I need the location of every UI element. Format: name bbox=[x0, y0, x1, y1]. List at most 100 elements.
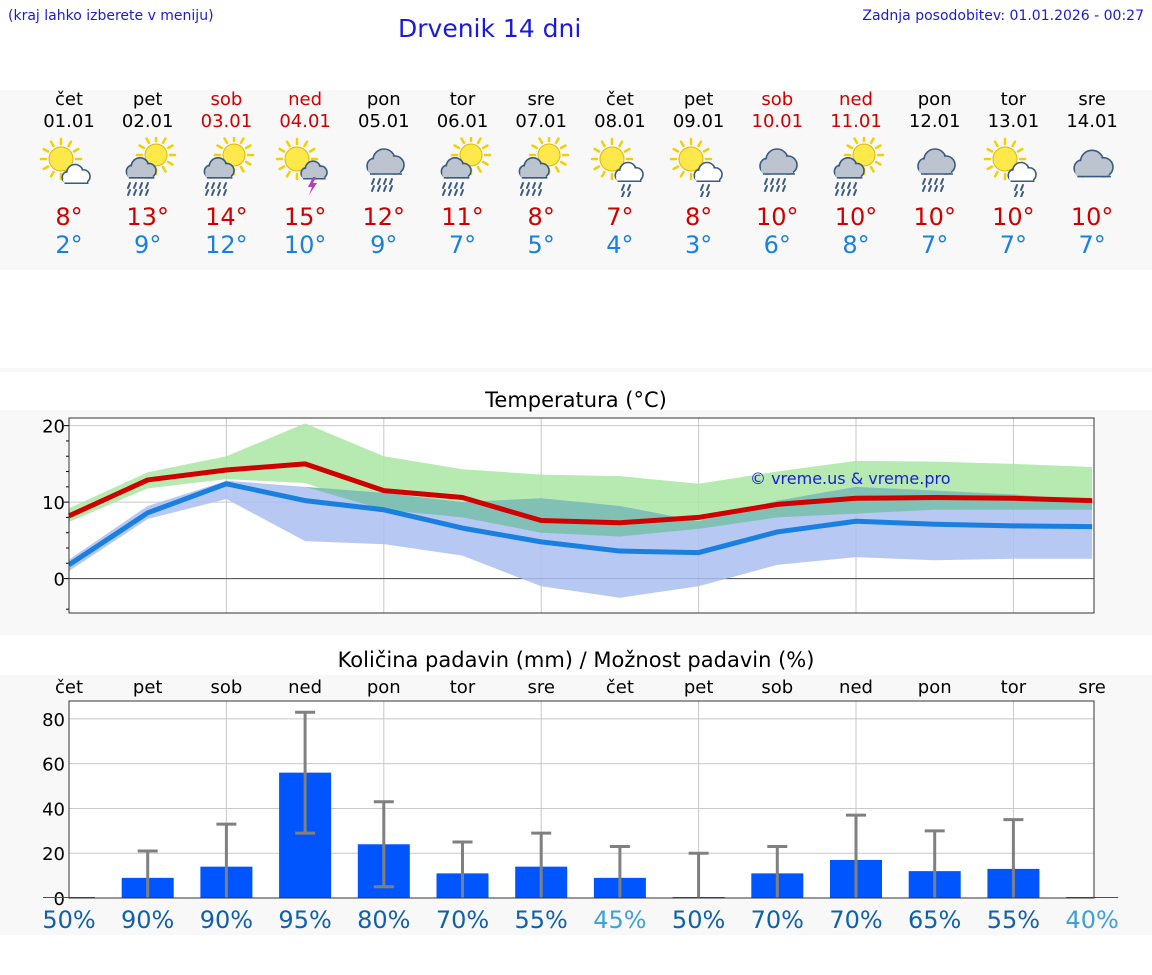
day-label: čet bbox=[606, 677, 634, 698]
precip-probability: 50% bbox=[42, 906, 95, 934]
day-date: 06.01 bbox=[436, 111, 489, 132]
day-column: pon 05.01 12° 9° bbox=[345, 88, 423, 259]
y-tick-label: 0 bbox=[54, 570, 65, 591]
cloud-rain-icon bbox=[916, 148, 956, 192]
min-temperature: 9° bbox=[134, 231, 162, 259]
day-column: sob 03.01 14° 12° bbox=[187, 88, 265, 259]
max-temperature: 7° bbox=[606, 203, 634, 231]
min-temperature: 3° bbox=[684, 231, 713, 259]
day-name: čet bbox=[54, 89, 84, 110]
day-name: pon bbox=[917, 89, 952, 110]
plot-area bbox=[69, 701, 1094, 898]
y-tick-label: 80 bbox=[42, 710, 65, 731]
max-temperature: 10° bbox=[834, 203, 878, 231]
page-title: Drvenik 14 dni bbox=[398, 14, 582, 43]
precip-probability: 90% bbox=[200, 906, 253, 934]
day-label: tor bbox=[450, 677, 476, 698]
day-column: pet 02.01 13° 9° bbox=[109, 88, 187, 259]
day-name: ned bbox=[288, 89, 323, 110]
day-date: 03.01 bbox=[200, 111, 253, 132]
precip-probability: 50% bbox=[672, 906, 725, 934]
day-column: ned 11.01 10° 8° bbox=[817, 88, 895, 259]
day-label: pon bbox=[918, 677, 952, 698]
max-temperature: 11° bbox=[441, 203, 484, 231]
day-column: sre 14.01 10° 7° bbox=[1053, 88, 1131, 259]
precip-chart-title: Količina padavin (mm) / Možnost padavin … bbox=[337, 648, 815, 672]
sun-cloud-icon bbox=[39, 137, 91, 185]
day-column: pon 12.01 10° 7° bbox=[896, 88, 974, 259]
precip-probability: 40% bbox=[1065, 906, 1118, 934]
day-date: 09.01 bbox=[672, 111, 725, 132]
max-temperature-line bbox=[67, 461, 1093, 526]
day-label: sob bbox=[761, 677, 793, 698]
day-date: 01.01 bbox=[43, 111, 95, 132]
y-tick-label: 20 bbox=[42, 417, 65, 438]
day-label: čet bbox=[55, 677, 83, 698]
precip-probability: 55% bbox=[987, 906, 1040, 934]
precip-probability: 95% bbox=[278, 906, 331, 934]
day-label: tor bbox=[1001, 677, 1027, 698]
day-label: sob bbox=[210, 677, 242, 698]
min-temperature: 10° bbox=[283, 231, 327, 259]
precip-probability: 80% bbox=[357, 906, 410, 934]
day-name: sre bbox=[527, 89, 555, 110]
sun-cloud-rain-icon bbox=[440, 137, 491, 196]
cloudy-icon bbox=[1073, 149, 1114, 178]
plot-border bbox=[68, 700, 1095, 899]
sun-thunderstorm-icon bbox=[275, 137, 328, 195]
max-temperature: 10° bbox=[992, 203, 1035, 231]
y-tick-label: 40 bbox=[42, 799, 65, 820]
y-tick-label: 10 bbox=[42, 493, 65, 514]
y-tick-label: 60 bbox=[42, 755, 65, 776]
day-name: sre bbox=[1078, 89, 1106, 110]
min-temperature: 2° bbox=[55, 231, 83, 259]
min-temperature: 12° bbox=[205, 231, 248, 259]
precip-probability: 65% bbox=[908, 906, 961, 934]
day-label: sre bbox=[1078, 677, 1105, 698]
precip-probability: 45% bbox=[593, 906, 646, 934]
day-date: 08.01 bbox=[594, 111, 646, 132]
max-temperature: 8° bbox=[527, 203, 555, 231]
location-hint: (kraj lahko izberete v meniju) bbox=[8, 8, 214, 24]
day-date: 11.01 bbox=[830, 111, 882, 132]
day-name: pet bbox=[132, 89, 163, 110]
day-date: 05.01 bbox=[358, 111, 410, 132]
min-temperature: 9° bbox=[370, 231, 398, 259]
min-temperature-line bbox=[67, 481, 1093, 567]
day-column: tor 06.01 11° 7° bbox=[424, 88, 502, 259]
sun-cloud-light-rain-icon bbox=[590, 137, 644, 197]
day-label: pon bbox=[367, 677, 401, 698]
max-temperature: 13° bbox=[126, 203, 169, 231]
cloud-rain-icon bbox=[365, 148, 405, 192]
day-column: čet 08.01 7° 4° bbox=[581, 88, 659, 259]
day-column: pet 09.01 8° 3° bbox=[660, 88, 738, 259]
min-temperature: 8° bbox=[842, 231, 870, 259]
day-date: 13.01 bbox=[987, 111, 1040, 132]
precipitation-chart: čet pet sob ned pon tor sre čet pet sob ned pon tor s… bbox=[42, 677, 1119, 934]
day-date: 04.01 bbox=[279, 111, 331, 132]
plot-border bbox=[68, 417, 1095, 614]
precip-probability: 90% bbox=[121, 906, 174, 934]
day-label: pet bbox=[133, 677, 163, 698]
precip-probability: 70% bbox=[436, 906, 489, 934]
max-temperature: 14° bbox=[205, 203, 248, 231]
day-date: 10.01 bbox=[751, 111, 804, 132]
divider bbox=[0, 368, 1152, 372]
day-label: ned bbox=[839, 677, 873, 698]
max-temperature: 15° bbox=[283, 203, 327, 231]
day-date: 02.01 bbox=[121, 111, 174, 132]
day-name: ned bbox=[839, 89, 873, 110]
y-tick-label: 20 bbox=[42, 844, 65, 865]
min-temperature: 6° bbox=[763, 231, 791, 259]
day-name: čet bbox=[605, 89, 634, 110]
max-temperature: 10° bbox=[1070, 203, 1114, 231]
temperature-chart-title: Temperatura (°C) bbox=[485, 388, 667, 412]
day-label: ned bbox=[288, 677, 322, 698]
day-name: sob bbox=[210, 89, 243, 110]
max-temperature: 10° bbox=[756, 203, 799, 231]
min-temperature: 7° bbox=[999, 231, 1028, 259]
day-name: pet bbox=[683, 89, 714, 110]
max-temperature: 8° bbox=[55, 203, 83, 231]
precip-probability: 70% bbox=[751, 906, 804, 934]
min-temperature: 7° bbox=[448, 231, 477, 259]
